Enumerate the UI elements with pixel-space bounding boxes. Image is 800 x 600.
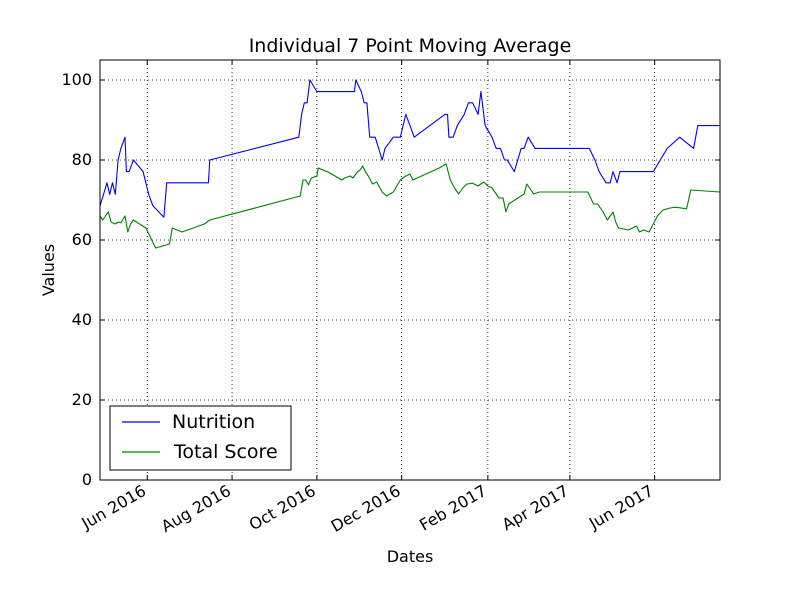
y-tick-label: 40 <box>72 310 92 329</box>
grid <box>100 60 720 480</box>
y-tick-label: 80 <box>72 150 92 169</box>
plot-frame <box>99 59 721 481</box>
y-axis-label: Values <box>39 244 58 296</box>
series-lines <box>99 79 721 249</box>
x-axis-label: Dates <box>387 547 434 566</box>
series-line-total-score <box>99 163 721 249</box>
legend-box <box>109 405 292 471</box>
y-tick-label: 100 <box>61 70 92 89</box>
y-tick-label: 60 <box>72 230 92 249</box>
y-tick-label: 20 <box>72 390 92 409</box>
chart-title: Individual 7 Point Moving Average <box>249 35 572 57</box>
legend-label-total-score: Total Score <box>173 441 278 463</box>
y-tick-label: 0 <box>82 470 92 489</box>
legend: Nutrition Total Score <box>109 405 292 471</box>
legend-label-nutrition: Nutrition <box>172 411 255 433</box>
series-line-nutrition <box>99 79 720 218</box>
